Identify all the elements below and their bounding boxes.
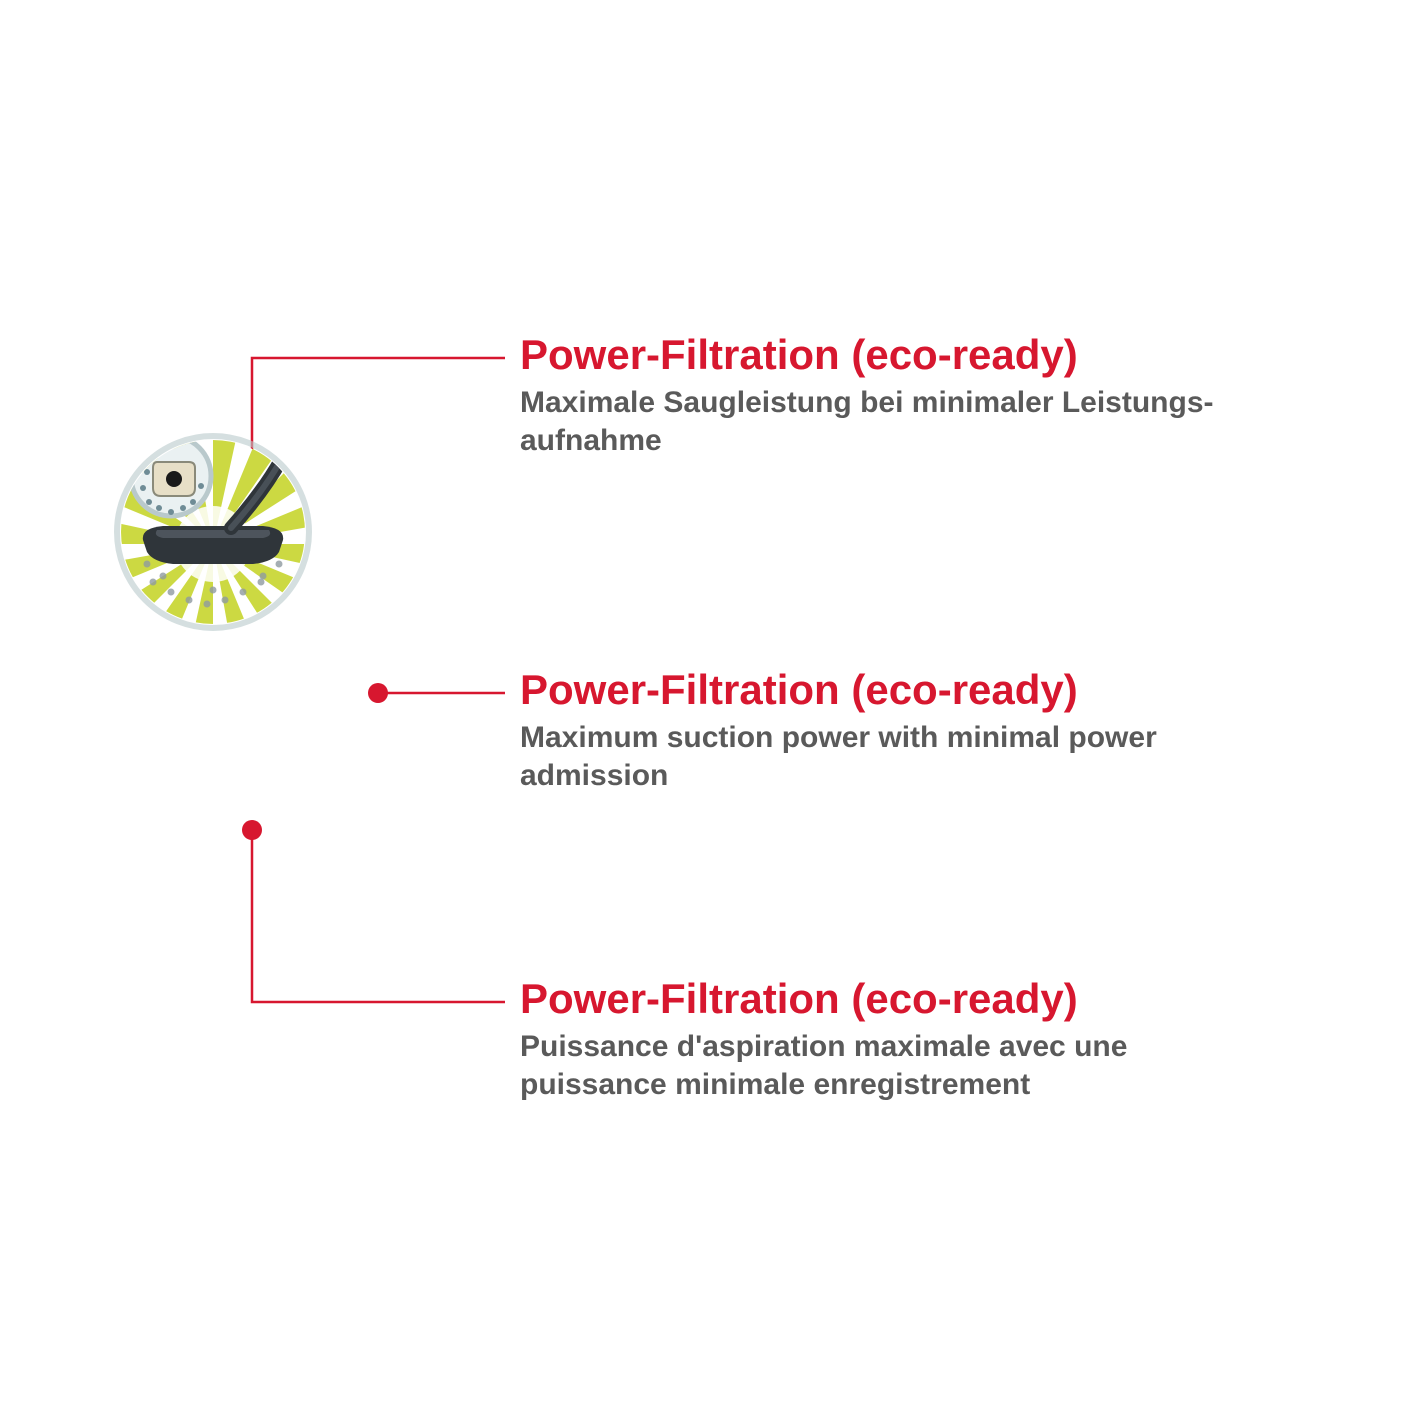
power-filtration-icon — [113, 432, 313, 632]
callout-1: Power-Filtration (eco-ready) Maximale Sau… — [520, 332, 1320, 459]
callout-title: Power-Filtration (eco-ready) — [520, 667, 1280, 713]
callout-3: Power-Filtration (eco-ready) Puissance d'… — [520, 976, 1220, 1103]
callout-desc: Puissance d'aspiration maximale avec une… — [520, 1028, 1220, 1103]
feature-icon — [113, 432, 313, 632]
connector-dot — [242, 820, 262, 840]
callout-desc: Maximum suction power with minimal power… — [520, 719, 1280, 794]
callout-2: Power-Filtration (eco-ready) Maximum suct… — [520, 667, 1280, 794]
callout-desc: Maximale Saugleistung bei minimaler Leis… — [520, 384, 1320, 459]
connector-line — [252, 830, 505, 1002]
callout-title: Power-Filtration (eco-ready) — [520, 976, 1220, 1022]
connector-dot — [368, 683, 388, 703]
diagram-stage: Power-Filtration (eco-ready) Maximale Sau… — [0, 0, 1417, 1417]
callout-title: Power-Filtration (eco-ready) — [520, 332, 1320, 378]
